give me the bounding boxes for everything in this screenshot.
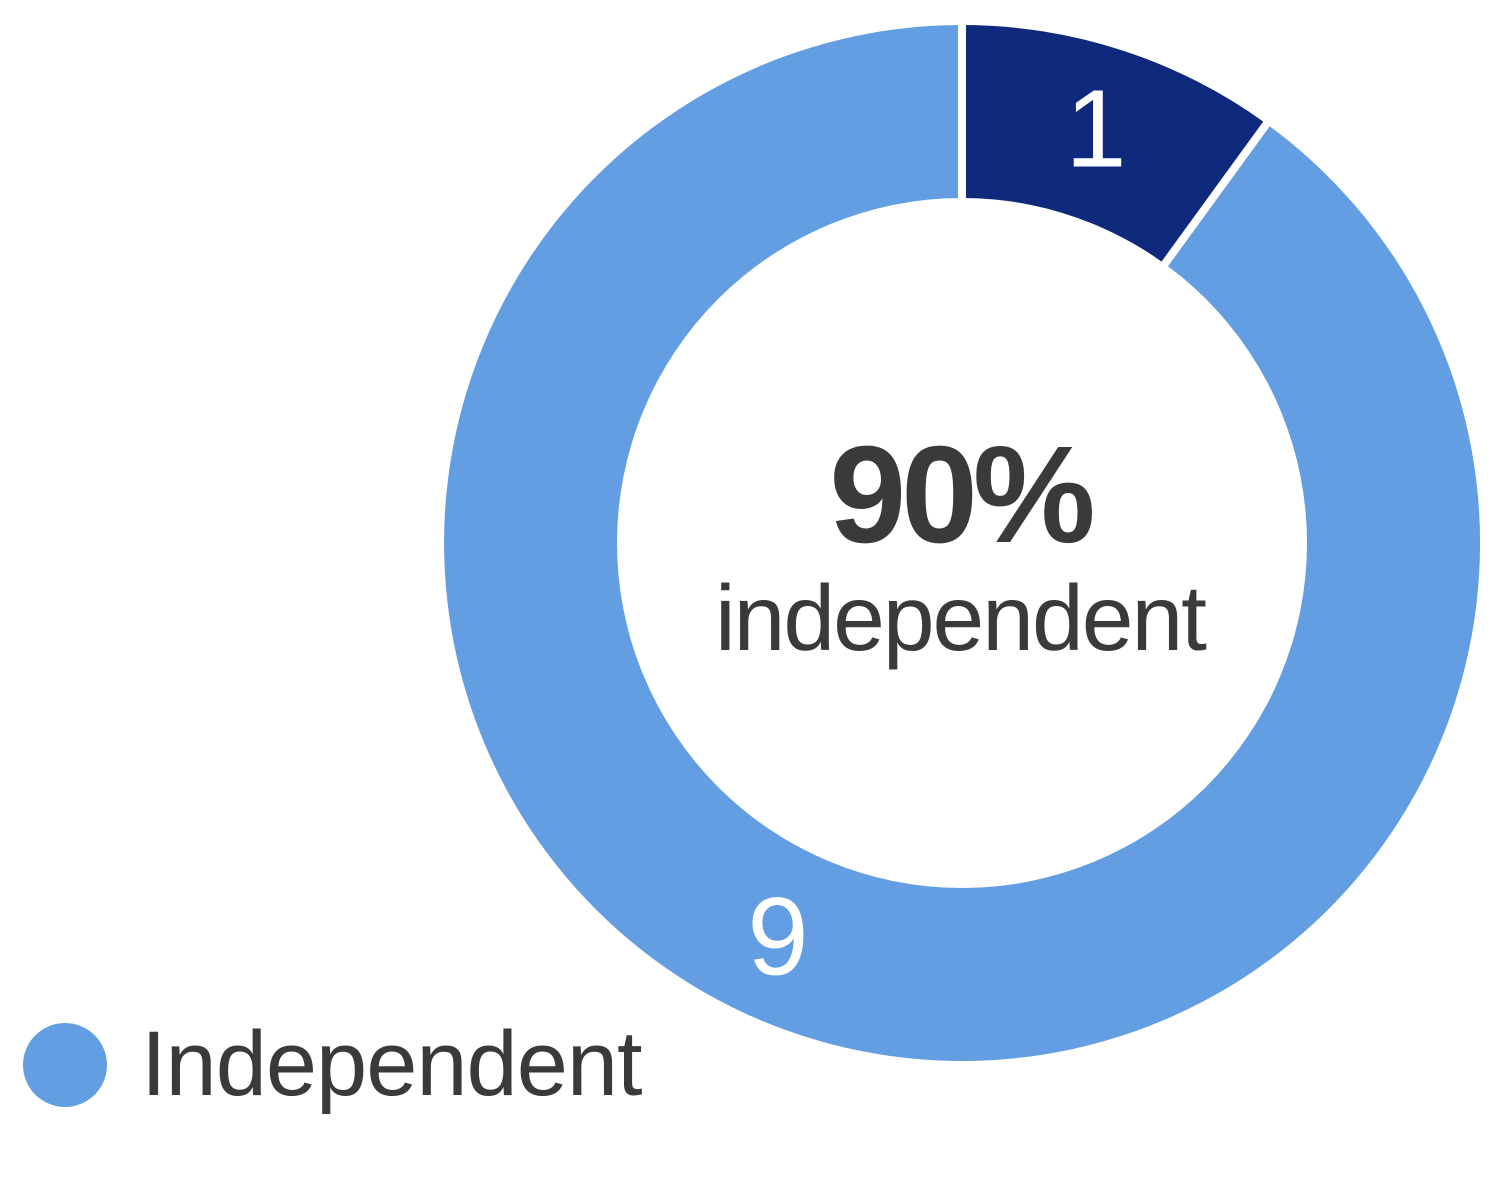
center-percentage-text: 90%	[829, 418, 1092, 572]
legend-color-dot	[23, 1022, 107, 1107]
legend: Independent	[23, 1012, 643, 1117]
slice-data-label: 1	[1065, 68, 1126, 191]
center-caption-text: independent	[715, 566, 1207, 670]
donut-hole	[617, 198, 1307, 888]
legend-label: Independent	[141, 1013, 643, 1115]
slice-data-labels: 19	[747, 68, 1126, 999]
slice-data-label: 9	[747, 876, 808, 999]
